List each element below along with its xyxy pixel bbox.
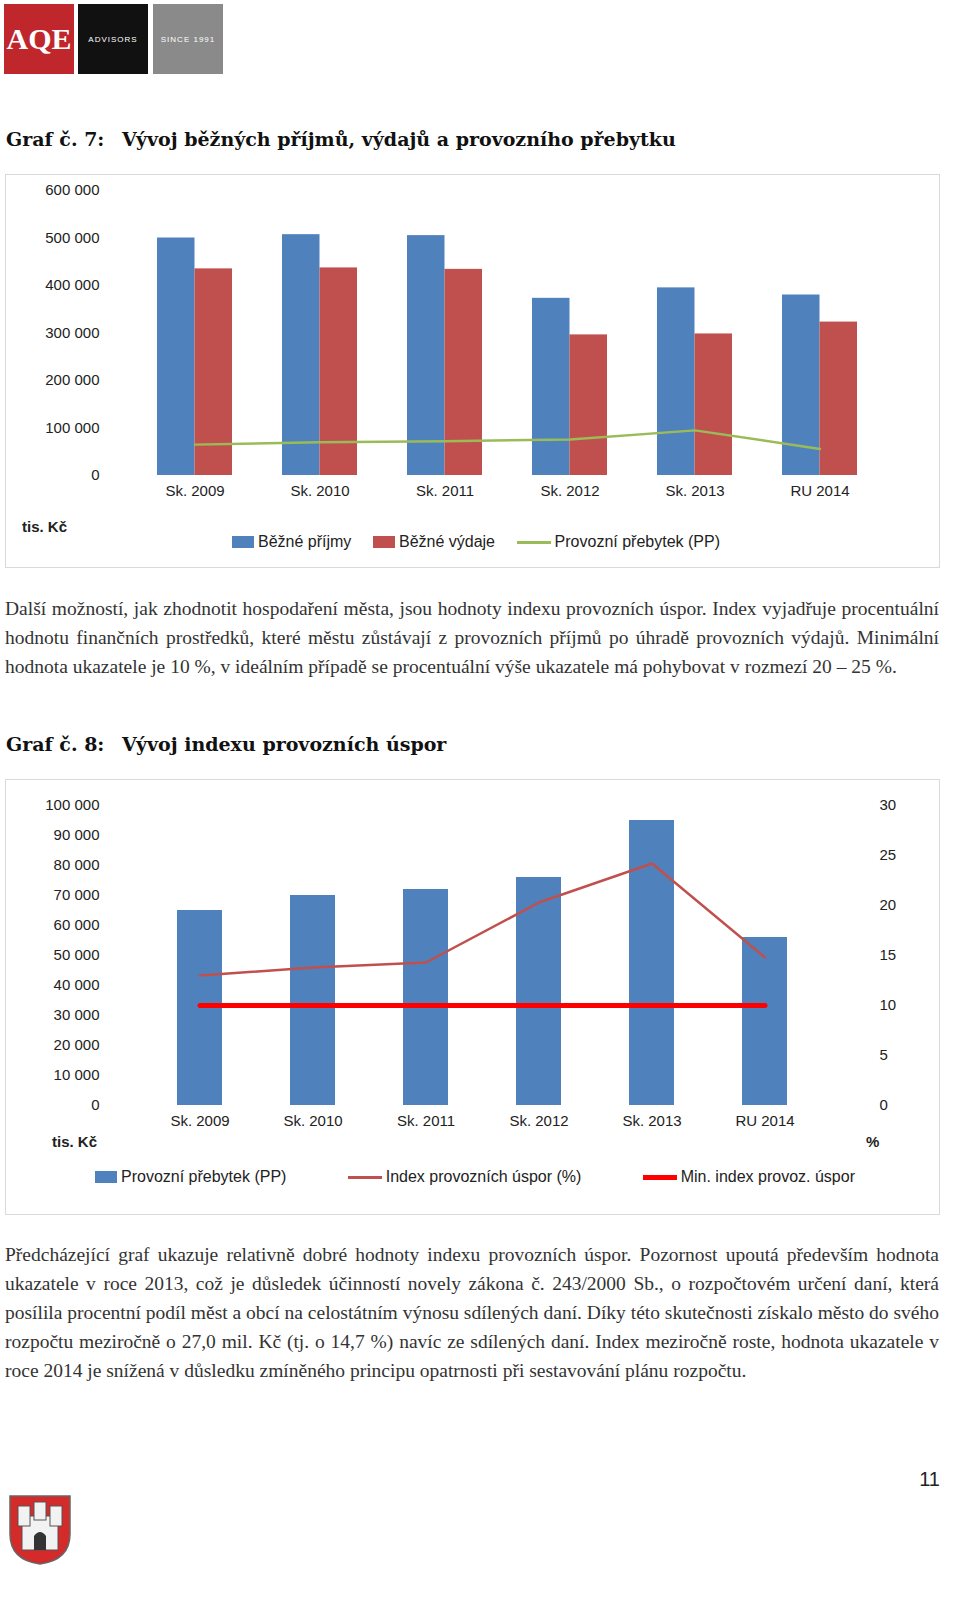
html-text:Provozní přebytek (PP): Provozní přebytek (PP)	[121, 1168, 287, 1185]
svg-text:90 000: 90 000	[54, 826, 100, 843]
html-text:Vývoj běžných příjmů, výdajů a: Vývoj běžných příjmů, výdajů a provozníh…	[122, 128, 676, 150]
html-text:Vývoj indexu provozních úspor: Vývoj indexu provozních úspor	[122, 733, 447, 755]
html-text:Běžné výdaje: Běžné výdaje	[399, 533, 495, 550]
svg-text:30: 30	[880, 796, 897, 813]
svg-text:5: 5	[880, 1046, 888, 1063]
svg-text:400 000: 400 000	[45, 276, 99, 293]
svg-text:RU 2014: RU 2014	[735, 1112, 794, 1129]
html-text:Běžné příjmy: Běžné příjmy	[258, 533, 352, 550]
html-text:Graf č. 8:: Graf č. 8:	[6, 733, 105, 755]
svg-text:Sk. 2012: Sk. 2012	[509, 1112, 568, 1129]
svg-text:500 000: 500 000	[45, 229, 99, 246]
svg-text:100 000: 100 000	[45, 796, 99, 813]
svg-text:Sk. 2010: Sk. 2010	[283, 1112, 342, 1129]
svg-text:15: 15	[880, 946, 897, 963]
svg-text:40 000: 40 000	[54, 976, 100, 993]
html-text:Min. index provoz. úspor: Min. index provoz. úspor	[680, 1168, 855, 1185]
svg-text:Sk. 2013: Sk. 2013	[665, 482, 724, 499]
svg-text:RU 2014: RU 2014	[790, 482, 849, 499]
svg-text:10: 10	[880, 996, 897, 1013]
html-text:Provozní přebytek (PP): Provozní přebytek (PP)	[554, 533, 720, 550]
svg-text:Sk. 2013: Sk. 2013	[622, 1112, 681, 1129]
svg-text:0: 0	[91, 466, 99, 483]
svg-text:70 000: 70 000	[54, 886, 100, 903]
html-text:tis. Kč: tis. Kč	[22, 518, 67, 535]
svg-text:20 000: 20 000	[54, 1036, 100, 1053]
svg-text:Sk. 2010: Sk. 2010	[290, 482, 349, 499]
svg-text:50 000: 50 000	[54, 946, 100, 963]
svg-text:300 000: 300 000	[45, 324, 99, 341]
svg-text:0: 0	[91, 1096, 99, 1113]
svg-text:600 000: 600 000	[45, 181, 99, 198]
svg-text:Sk. 2011: Sk. 2011	[416, 482, 474, 499]
html-text:11: 11	[919, 1468, 940, 1490]
svg-text:100 000: 100 000	[45, 419, 99, 436]
html-text:AQE: AQE	[6, 22, 72, 55]
svg-text:0: 0	[880, 1096, 888, 1113]
svg-text:Sk. 2012: Sk. 2012	[540, 482, 599, 499]
svg-text:25: 25	[880, 846, 897, 863]
svg-text:20: 20	[880, 896, 897, 913]
svg-text:80 000: 80 000	[54, 856, 100, 873]
svg-text:Sk. 2009: Sk. 2009	[170, 1112, 229, 1129]
html-text:Index provozních úspor (%): Index provozních úspor (%)	[385, 1168, 582, 1185]
html-text:Další možností, jak zhodnotit: Další možností, jak zhodnotit hospodařen…	[5, 598, 939, 677]
html-text:Předcházející graf ukazuje rel: Předcházející graf ukazuje relativně dob…	[5, 1244, 939, 1381]
svg-text:10 000: 10 000	[54, 1066, 100, 1083]
html-text:ADVISORS: ADVISORS	[88, 34, 138, 44]
svg-text:Sk. 2009: Sk. 2009	[165, 482, 224, 499]
html-text:SINCE 1991: SINCE 1991	[160, 34, 216, 44]
svg-text:30 000: 30 000	[54, 1006, 100, 1023]
svg-text:200 000: 200 000	[45, 371, 99, 388]
html-text:Graf č. 7:: Graf č. 7:	[6, 128, 105, 150]
svg-text:60 000: 60 000	[54, 916, 100, 933]
svg-text:Sk. 2011: Sk. 2011	[397, 1112, 455, 1129]
html-text:tis. Kč: tis. Kč	[52, 1133, 97, 1150]
